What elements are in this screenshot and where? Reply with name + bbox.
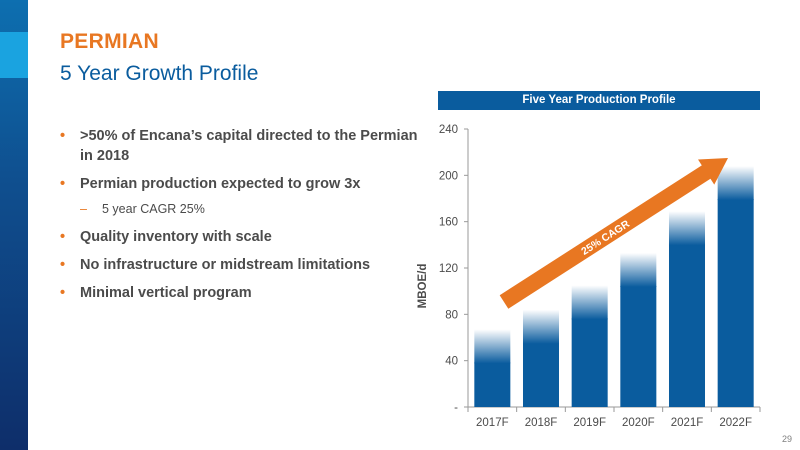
bar: [571, 318, 608, 407]
production-bar-chart: - 40 80 120 160 200 240 MBOE/d 2017F 2018F 2019F 20…: [417, 124, 761, 429]
bullet-item: • Minimal vertical program: [58, 283, 418, 303]
chart-title: Five Year Production Profile: [438, 91, 760, 110]
x-tick-label: 2021F: [671, 417, 704, 429]
bullet-dot-icon: •: [60, 176, 66, 192]
bullet-dot-icon: •: [60, 229, 66, 245]
page-number: 29: [781, 434, 792, 444]
bullet-dot-icon: •: [60, 257, 66, 273]
y-tick-label: 160: [439, 217, 458, 229]
bar: [620, 285, 657, 407]
bullet-text: No infrastructure or midstream limitatio…: [80, 257, 371, 273]
bar: [668, 244, 706, 407]
y-tick-label: -: [454, 402, 458, 414]
y-tick-label: 40: [445, 356, 458, 368]
bullet-list: • >50% of Encana’s capital directed to t…: [58, 126, 418, 311]
left-accent-block: [0, 32, 28, 78]
bar-fade-top: [522, 309, 560, 344]
x-tick-label: 2017F: [476, 417, 509, 429]
bar-fade-top: [717, 166, 754, 201]
cagr-arrow-icon: [499, 158, 728, 309]
bullet-item: • >50% of Encana’s capital directed to t…: [58, 126, 418, 166]
x-tick-label: 2020F: [622, 417, 655, 429]
y-tick-label: 120: [439, 263, 458, 275]
dash-icon: –: [80, 202, 87, 216]
x-tick-label: 2019F: [573, 417, 606, 429]
cagr-annotation-label: 25% CAGR: [579, 218, 632, 258]
slide-title: PERMIAN: [60, 30, 159, 53]
bullet-dot-icon: •: [60, 285, 66, 301]
bar-fade-top: [474, 329, 511, 364]
sub-bullet-item: – 5 year CAGR 25%: [58, 200, 418, 218]
bar: [474, 362, 511, 407]
x-tick-label: 2022F: [719, 417, 752, 429]
bullet-text: Minimal vertical program: [80, 285, 252, 301]
bar: [717, 199, 754, 407]
bar-fade-top: [620, 252, 657, 287]
bullet-text: >50% of Encana’s capital directed to the…: [80, 128, 418, 164]
bullet-dot-icon: •: [60, 128, 66, 144]
y-axis-title: MBOE/d: [417, 264, 429, 309]
bar-fade-top: [668, 211, 706, 246]
bullet-item: • Permian production expected to grow 3x: [58, 174, 418, 194]
slide-subtitle: 5 Year Growth Profile: [60, 62, 259, 85]
y-tick-label: 200: [439, 170, 458, 182]
bullet-text: Quality inventory with scale: [80, 229, 272, 245]
bullet-item: • No infrastructure or midstream limitat…: [58, 255, 418, 275]
y-tick-label: 240: [439, 124, 458, 136]
x-tick-label: 2018F: [525, 417, 558, 429]
bullet-text: Permian production expected to grow 3x: [80, 176, 361, 192]
bar-fade-top: [571, 285, 608, 320]
sub-bullet-text: 5 year CAGR 25%: [102, 202, 205, 216]
y-tick-label: 80: [445, 309, 458, 321]
bullet-item: • Quality inventory with scale: [58, 227, 418, 247]
bar: [522, 342, 560, 407]
